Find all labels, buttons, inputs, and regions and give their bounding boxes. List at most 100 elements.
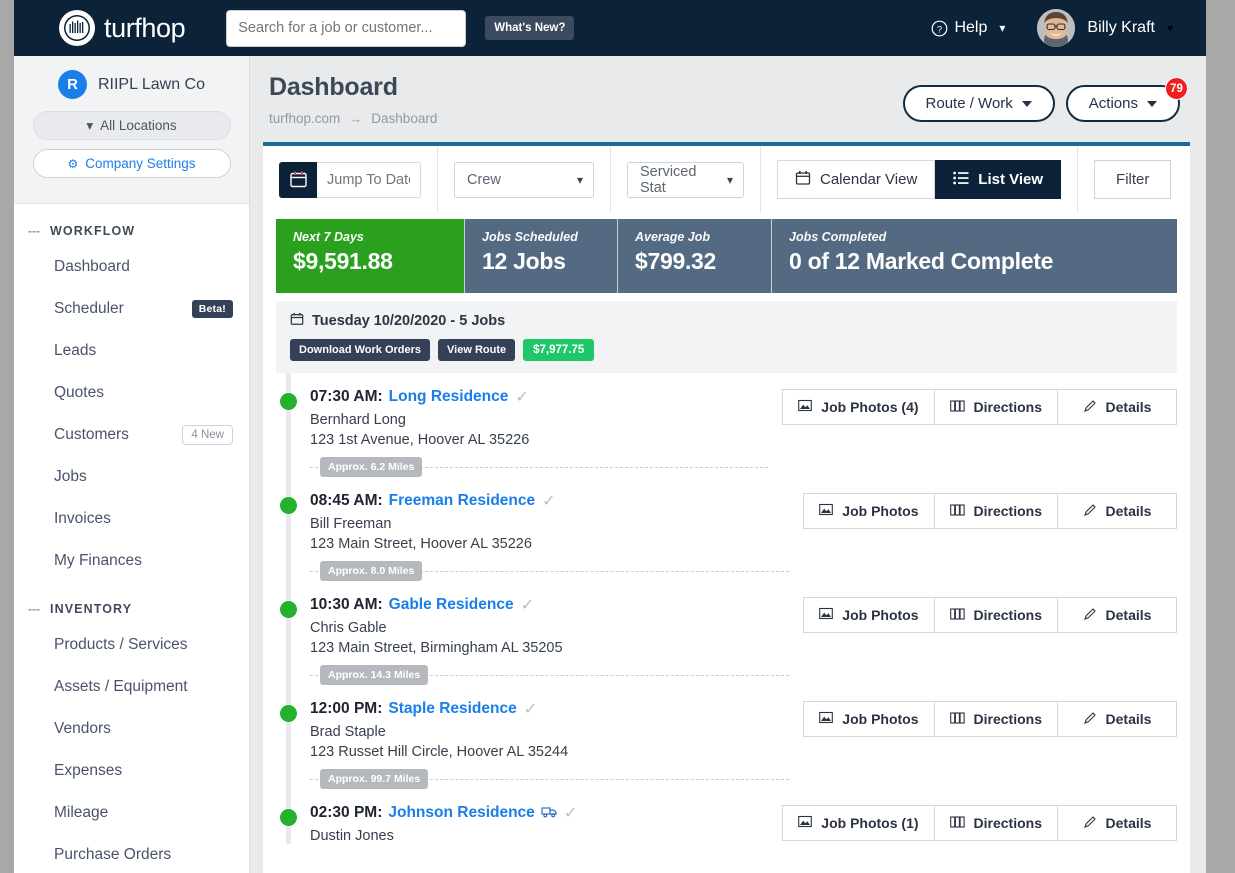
- job-info: 07:30 AM: Long Residence ✓ Bernhard Long…: [310, 387, 769, 477]
- all-locations-label: All Locations: [100, 118, 177, 133]
- jump-to-date-input[interactable]: [317, 161, 421, 198]
- directions-button[interactable]: Directions: [933, 389, 1057, 425]
- company-row[interactable]: R RIIPL Lawn Co: [28, 70, 235, 99]
- avatar[interactable]: [1037, 9, 1076, 47]
- day-header: Tuesday 10/20/2020 - 5 Jobs Download Wor…: [276, 301, 1177, 373]
- job-name-link[interactable]: Johnson Residence: [388, 804, 535, 821]
- company-settings-label: Company Settings: [85, 156, 196, 171]
- whats-new-button[interactable]: What's New?: [485, 16, 575, 40]
- job-photos-button[interactable]: Job Photos (4): [782, 389, 934, 425]
- check-icon[interactable]: ✓: [520, 597, 534, 614]
- sidebar-item-purchase-orders[interactable]: Purchase Orders: [14, 834, 249, 873]
- job-name-link[interactable]: Long Residence: [388, 388, 509, 405]
- calendar-icon: [795, 170, 811, 190]
- map-icon: [949, 815, 965, 831]
- sidebar-item-customers[interactable]: Customers 4 New: [14, 414, 249, 456]
- job-status-dot: [280, 393, 297, 410]
- photo-icon: [798, 399, 813, 415]
- directions-button[interactable]: Directions: [933, 805, 1057, 841]
- sidebar-section-title: WORKFLOW: [50, 224, 136, 238]
- user-name[interactable]: Billy Kraft: [1087, 19, 1155, 36]
- check-icon[interactable]: ✓: [523, 701, 538, 718]
- job-name-link[interactable]: Staple Residence: [388, 700, 517, 717]
- stat-value: 0 of 12 Marked Complete: [789, 248, 1054, 274]
- details-button[interactable]: Details: [1057, 597, 1177, 633]
- day-total-badge[interactable]: $7,977.75: [523, 339, 595, 361]
- help-menu[interactable]: ? Help ▾: [931, 19, 1005, 37]
- actions-button[interactable]: Actions: [1065, 85, 1180, 122]
- filter-cell: Filter: [1078, 146, 1187, 213]
- sidebar-item-dashboard[interactable]: Dashboard: [14, 246, 249, 288]
- search-input[interactable]: [226, 9, 467, 47]
- breadcrumb-root[interactable]: turfhop.com: [269, 111, 341, 126]
- help-circle-icon: ?: [931, 20, 948, 37]
- caret-down-icon: [1147, 100, 1157, 107]
- calendar-icon[interactable]: [279, 161, 317, 198]
- sidebar-item-quotes[interactable]: Quotes: [14, 372, 249, 414]
- directions-button[interactable]: Directions: [933, 701, 1057, 737]
- job-actions: Job Photos (4): [782, 387, 1177, 425]
- check-icon[interactable]: ✓: [563, 805, 578, 822]
- check-icon[interactable]: ✓: [542, 493, 556, 510]
- sidebar: R RIIPL Lawn Co ▾ All Locations ⚙ Compan…: [14, 56, 250, 873]
- job-name-link[interactable]: Freeman Residence: [388, 492, 536, 509]
- job-time: 10:30 AM:: [310, 596, 383, 613]
- check-icon[interactable]: ✓: [515, 389, 529, 406]
- calendar-view-button[interactable]: Calendar View: [777, 160, 936, 199]
- job-photos-button[interactable]: Job Photos: [803, 493, 934, 529]
- details-button[interactable]: Details: [1057, 389, 1177, 425]
- sidebar-item-assets-equipment[interactable]: Assets / Equipment: [14, 666, 249, 708]
- sidebar-item-mileage[interactable]: Mileage: [14, 792, 249, 834]
- job-name-link[interactable]: Gable Residence: [388, 596, 514, 613]
- truck-icon[interactable]: [541, 805, 557, 821]
- filter-button[interactable]: Filter: [1094, 160, 1172, 199]
- sidebar-item-products-services[interactable]: Products / Services: [14, 624, 249, 666]
- route-work-button[interactable]: Route / Work: [902, 85, 1055, 122]
- download-work-orders-button[interactable]: Download Work Orders: [290, 339, 431, 361]
- serviced-status-select[interactable]: Serviced Stat ▾: [627, 161, 744, 198]
- job-customer: Chris Gable: [310, 620, 387, 636]
- job-photos-button[interactable]: Job Photos: [803, 597, 934, 633]
- divider: [310, 467, 769, 468]
- browser-left-edge: [0, 0, 14, 873]
- job-photos-button[interactable]: Job Photos: [803, 701, 934, 737]
- sidebar-item-my-finances[interactable]: My Finances: [14, 540, 249, 582]
- top-navigation-bar: turfhop What's New? ? Help ▾: [14, 0, 1206, 56]
- sidebar-item-leads[interactable]: Leads: [14, 330, 249, 372]
- details-button[interactable]: Details: [1057, 805, 1177, 841]
- job-address: 123 1st Avenue, Hoover AL 35226: [310, 432, 530, 448]
- job-title-row: 02:30 PM: Johnson Residence: [310, 803, 768, 823]
- brand-logo[interactable]: turfhop: [59, 10, 186, 46]
- company-settings-button[interactable]: ⚙ Company Settings: [32, 149, 231, 178]
- stats-row: Next 7 Days $9,591.88 Jobs Scheduled 12 …: [276, 219, 1177, 293]
- list-view-button[interactable]: List View: [935, 160, 1062, 199]
- details-button[interactable]: Details: [1057, 493, 1177, 529]
- sidebar-item-expenses[interactable]: Expenses: [14, 750, 249, 792]
- directions-button[interactable]: Directions: [933, 493, 1057, 529]
- stat-label: Next 7 Days: [293, 230, 364, 244]
- nav-right-group: ? Help ▾ Billy Kraft ▾: [931, 9, 1173, 47]
- details-button[interactable]: Details: [1057, 701, 1177, 737]
- job-time: 02:30 PM:: [310, 804, 383, 821]
- map-icon: [949, 399, 965, 415]
- crew-select[interactable]: Crew ▾: [454, 161, 594, 198]
- sidebar-item-invoices[interactable]: Invoices: [14, 498, 249, 540]
- job-time: 12:00 PM:: [310, 700, 383, 717]
- all-locations-button[interactable]: ▾ All Locations: [32, 111, 231, 140]
- job-photos-label: Job Photos: [842, 711, 919, 727]
- stat-card-next-7-days: Next 7 Days $9,591.88: [276, 219, 464, 293]
- sidebar-item-label: Invoices: [54, 510, 111, 527]
- view-route-button[interactable]: View Route: [438, 339, 516, 361]
- job-photos-button[interactable]: Job Photos (1): [782, 805, 934, 841]
- job-distance-row: Approx. 6.2 Miles: [310, 457, 769, 477]
- crew-filter-cell: Crew ▾: [438, 146, 611, 213]
- job-distance-badge: Approx. 6.2 Miles: [320, 457, 423, 477]
- job-address: 123 Main Street, Hoover AL 35226: [310, 536, 532, 552]
- section-dash-icon: ---: [28, 602, 40, 616]
- sidebar-item-vendors[interactable]: Vendors: [14, 708, 249, 750]
- job-title-row: 12:00 PM: Staple Residence ✓: [310, 699, 789, 719]
- sidebar-item-jobs[interactable]: Jobs: [14, 456, 249, 498]
- user-chevron-down-icon[interactable]: ▾: [1166, 21, 1173, 35]
- directions-button[interactable]: Directions: [933, 597, 1057, 633]
- sidebar-item-scheduler[interactable]: Scheduler Beta!: [14, 288, 249, 330]
